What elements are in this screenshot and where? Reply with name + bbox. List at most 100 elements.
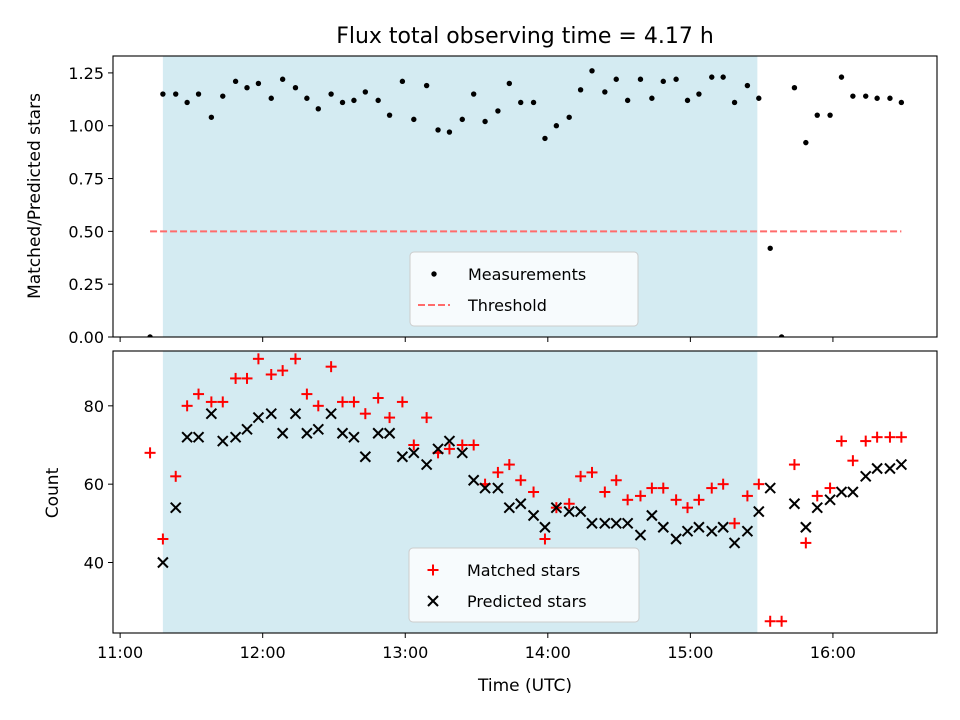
measurement-point xyxy=(518,99,524,106)
predicted-star-point xyxy=(325,407,337,420)
ratio-y-axis-label: Matched/Predicted stars xyxy=(25,93,45,299)
matched-star-point xyxy=(563,498,575,510)
x-tick-label: 14:00 xyxy=(525,643,571,662)
measurement-point xyxy=(328,91,334,97)
matched-star-point xyxy=(788,459,800,471)
measurement-point xyxy=(399,78,406,85)
measurement-point xyxy=(838,74,845,80)
predicted-star-point xyxy=(621,517,634,530)
legend-box xyxy=(409,251,639,327)
predicted-star-point xyxy=(574,505,587,518)
predicted-star-point xyxy=(693,521,705,533)
matched-star-point xyxy=(575,470,587,482)
measurement-point xyxy=(173,91,179,97)
predicted-star-point xyxy=(492,482,504,494)
measurement-point xyxy=(624,97,631,104)
matched-star-point xyxy=(421,412,433,424)
matched-star-point xyxy=(456,439,468,451)
predicted-star-point xyxy=(895,458,908,471)
predicted-star-point xyxy=(443,435,456,447)
measurement-point xyxy=(649,95,655,101)
legend-label: Threshold xyxy=(467,296,547,315)
measurement-point xyxy=(411,116,417,123)
predicted-star-point xyxy=(706,525,718,537)
measurement-point xyxy=(232,78,239,85)
y-tick-label: 1.25 xyxy=(68,64,104,83)
predicted-star-point xyxy=(599,517,611,530)
matched-star-point xyxy=(217,396,229,408)
matched-star-point xyxy=(764,615,776,627)
chart-title: Flux total observing time = 4.17 h xyxy=(336,24,714,49)
plot-frame xyxy=(112,350,938,634)
y-tick-label: 0.50 xyxy=(68,222,104,241)
measurement-point xyxy=(827,112,833,118)
matched-star-point xyxy=(252,353,264,365)
measurement-point xyxy=(577,87,584,93)
x-tick-label: 11:00 xyxy=(97,643,143,662)
measurement-point xyxy=(660,78,666,85)
matched-star-point xyxy=(729,517,741,529)
matched-star-point xyxy=(277,365,289,377)
count-y-axis-label: Count xyxy=(43,467,63,518)
matched-star-point xyxy=(682,502,694,514)
predicted-star-point xyxy=(835,486,848,498)
predicted-star-point xyxy=(312,423,324,436)
predicted-star-point xyxy=(289,407,302,420)
measurement-point xyxy=(673,76,679,82)
predicted-star-point xyxy=(217,435,229,447)
predicted-star-point xyxy=(432,443,444,455)
predicted-star-point xyxy=(408,447,420,459)
measurement-point xyxy=(553,123,560,129)
predicted-star-point xyxy=(527,509,540,522)
predicted-star-point xyxy=(265,407,277,420)
measurement-point xyxy=(767,245,773,251)
matched-star-point xyxy=(193,388,205,400)
predicted-star-point xyxy=(670,533,682,545)
measurement-point xyxy=(292,84,299,91)
ratio-panel: 0.00 0.25 0.50 0.75 1.00 1.25 Measurements Thre… xyxy=(68,55,938,347)
predicted-star-point xyxy=(563,505,575,518)
measurement-point xyxy=(244,84,250,91)
measurement-point xyxy=(542,135,548,142)
legend-label: Matched stars xyxy=(467,561,580,580)
matched-star-point xyxy=(528,486,540,498)
measurement-point xyxy=(602,89,608,95)
measurement-point xyxy=(731,99,738,106)
measurement-point xyxy=(803,139,809,146)
legend-dot-marker xyxy=(431,271,437,277)
matched-star-point xyxy=(337,396,349,408)
measurement-point xyxy=(684,97,691,104)
matched-star-point xyxy=(265,369,277,380)
predicted-star-point xyxy=(634,529,647,541)
measurement-point xyxy=(589,68,595,74)
matched-star-point xyxy=(800,537,812,549)
predicted-star-point xyxy=(229,431,242,443)
predicted-star-point xyxy=(741,525,754,537)
predicted-star-point xyxy=(860,470,872,483)
predicted-star-point xyxy=(610,517,622,530)
matched-star-point xyxy=(693,494,705,506)
matched-star-point xyxy=(301,388,313,400)
measurement-point xyxy=(446,129,453,135)
predicted-star-point xyxy=(503,501,516,514)
predicted-star-point xyxy=(539,521,551,533)
measurement-point xyxy=(362,89,369,95)
matched-star-point xyxy=(741,490,753,502)
measurement-point xyxy=(268,95,274,101)
measurement-point xyxy=(874,95,880,101)
predicted-star-point xyxy=(884,462,896,475)
matched-star-point xyxy=(835,435,847,447)
measurement-point xyxy=(887,95,893,101)
measurement-point xyxy=(470,91,477,97)
matched-star-point xyxy=(443,443,455,455)
predicted-star-point xyxy=(646,509,658,522)
predicted-star-point xyxy=(276,427,289,439)
measurement-point xyxy=(637,76,644,82)
matched-star-point xyxy=(384,412,396,424)
measurement-point xyxy=(279,76,286,82)
matched-star-point xyxy=(230,372,242,384)
predicted-star-point xyxy=(359,451,372,463)
matched-star-point xyxy=(884,431,896,443)
matched-star-point xyxy=(776,615,788,627)
